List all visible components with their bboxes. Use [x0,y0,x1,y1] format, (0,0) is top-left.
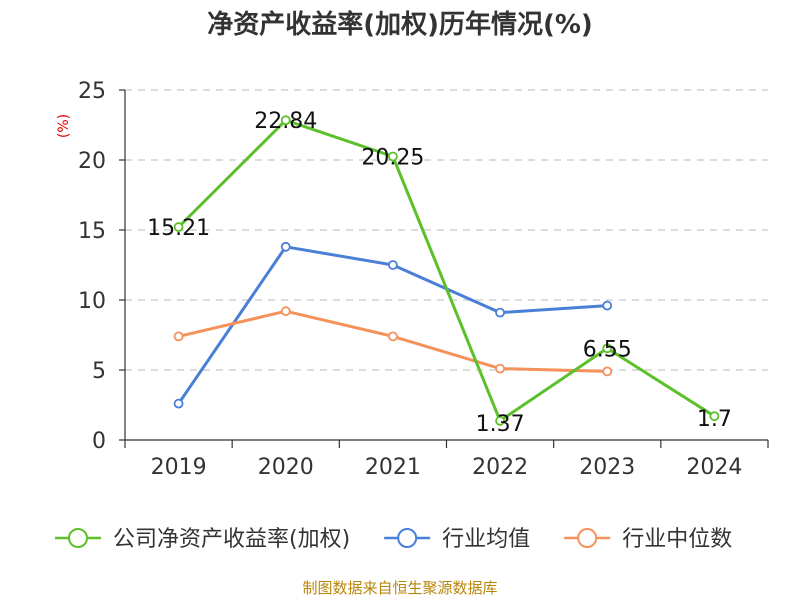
x-tick-label: 2019 [151,455,207,480]
data-label: 15.21 [147,216,210,241]
data-point [280,241,291,252]
chart-title: 净资产收益率(加权)历年情况(%) [207,9,593,40]
data-point [495,415,505,426]
legend-label: 公司净资产收益率(加权) [113,527,350,552]
y-tick-label: 10 [78,289,106,314]
legend-marker-icon [68,528,88,548]
legend-marker-icon [577,528,598,548]
data-label: 1.7 [697,407,732,432]
legend-marker-icon [397,528,418,548]
data-point [173,398,184,409]
legend-label: 行业中位数 [622,527,732,552]
data-point [173,331,184,342]
data-point [388,260,398,270]
data-label: 20.25 [361,146,424,171]
x-tick-label: 2020 [258,455,314,480]
legend-label: 行业均值 [442,527,530,552]
x-tick-label: 2022 [472,455,528,480]
y-tick-label: 0 [92,429,106,454]
y-tick-label: 5 [92,359,106,384]
x-tick-label: 2024 [686,455,742,480]
series-layer [173,115,720,426]
legend[interactable]: 公司净资产收益率(加权) 行业均值 行业中位数 [55,527,732,552]
x-tick-label: 2023 [579,455,635,480]
data-label: 22.84 [254,109,317,134]
y-tick-label: 25 [78,79,106,104]
data-point [280,115,291,126]
data-point [602,366,613,377]
series-line [177,118,716,423]
data-point [388,151,398,162]
data-point [388,331,398,342]
y-tick-label: 20 [78,149,106,174]
data-point [495,307,505,318]
data-label: 1.37 [476,412,525,437]
axes: 0 5 10 15 20 25 2019 2020 2021 2022 2023 2024 [78,79,769,480]
x-tick-label: 2021 [365,455,421,480]
grid [125,89,768,371]
data-label: 6.55 [583,337,632,362]
source-note: 制图数据来自恒生聚源数据库 [302,579,497,597]
data-point [602,300,613,311]
legend-item[interactable]: 行业均值 [384,527,530,552]
data-point [602,343,613,354]
y-axis-unit: (%) [56,114,72,138]
legend-item[interactable]: 行业中位数 [564,527,732,552]
series-line [177,245,608,405]
legend-item[interactable]: 公司净资产收益率(加权) [55,527,350,552]
data-point [280,306,291,317]
data-point [709,411,720,422]
data-point [173,222,184,232]
y-tick-label: 15 [78,219,106,244]
data-point [495,363,505,374]
data-labels: 15.21 22.84 20.25 1.37 6.55 1.7 [147,109,732,437]
